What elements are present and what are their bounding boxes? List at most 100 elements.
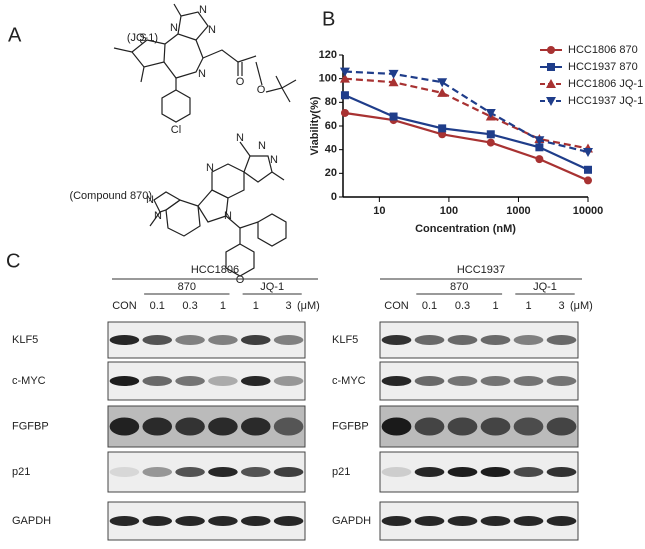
marker	[437, 78, 448, 88]
band	[273, 376, 304, 386]
atom-label: N	[198, 68, 206, 80]
protein-label: FGFBP	[332, 420, 369, 432]
panel-letter: A	[8, 24, 22, 46]
band	[142, 417, 173, 436]
blot-box	[379, 405, 579, 448]
structure-label: (Compound 870)	[69, 190, 152, 202]
band	[447, 516, 478, 526]
lane-label: 1	[492, 300, 498, 312]
band	[273, 467, 304, 477]
structure-jq1: (JQ-1) N N N S N O O Cl	[113, 3, 297, 136]
atom-label: N	[224, 210, 232, 222]
group-label: JQ-1	[260, 281, 284, 293]
marker	[485, 108, 496, 118]
western-blots: HCC1806 870 JQ-1 CON 0.1 0.3 1 1 3 (μM) KLF5 c-MYC F…	[12, 264, 593, 541]
atom-label: O	[257, 84, 266, 96]
band	[480, 376, 511, 386]
protein-label: c-MYC	[332, 375, 366, 387]
band	[109, 417, 140, 436]
atom-label: O	[236, 274, 245, 286]
marker	[535, 143, 544, 152]
band	[142, 467, 173, 477]
marker	[534, 136, 545, 146]
series-line	[344, 111, 589, 182]
band	[109, 335, 140, 345]
panel-letter: C	[6, 250, 20, 272]
unit-label: (μM)	[570, 300, 593, 312]
band	[175, 467, 205, 477]
y-tick-label: 40	[325, 144, 337, 156]
marker	[547, 46, 555, 54]
band	[480, 467, 511, 477]
atom-label: N	[154, 210, 162, 222]
atom-label: Cl	[171, 124, 181, 136]
blot-box	[107, 321, 306, 359]
band	[513, 335, 544, 345]
band	[109, 467, 140, 477]
chart: 0 20 40 60 80 100 120 10 100 1000 10000 Concentrati…	[309, 44, 643, 235]
marker	[546, 97, 556, 106]
band	[447, 417, 478, 436]
band	[175, 516, 205, 526]
atom-label: N	[199, 4, 207, 16]
marker	[486, 130, 495, 139]
band	[414, 335, 445, 345]
series-line	[344, 94, 589, 171]
band	[208, 516, 238, 526]
band	[273, 417, 304, 436]
protein-label: p21	[332, 466, 350, 478]
band	[480, 516, 511, 526]
lane-label: 3	[558, 300, 564, 312]
protein-label: KLF5	[332, 334, 358, 346]
blot-box	[107, 451, 306, 493]
band	[414, 376, 445, 386]
group-label: 870	[450, 281, 468, 293]
atom-label: N	[208, 24, 216, 36]
band	[513, 467, 544, 477]
legend-label: HCC1806 870	[568, 44, 638, 56]
atom-label: O	[236, 76, 245, 88]
structure-870: (Compound 870) N N N N N N N O	[69, 132, 287, 286]
band	[240, 376, 271, 386]
lane-label: 0.3	[455, 300, 470, 312]
band	[414, 417, 445, 436]
cell-line-label: HCC1806	[191, 264, 239, 276]
band	[414, 516, 445, 526]
protein-label: KLF5	[12, 334, 38, 346]
protein-label: p21	[12, 466, 30, 478]
y-tick-label: 100	[319, 73, 337, 85]
band	[447, 376, 478, 386]
band	[175, 335, 205, 345]
lane-label: CON	[112, 300, 137, 312]
band	[381, 376, 412, 386]
x-tick-label: 1000	[506, 205, 530, 217]
atom-label: N	[258, 140, 266, 152]
marker	[583, 148, 593, 158]
atom-label: N	[236, 132, 244, 144]
protein-label: GAPDH	[332, 515, 371, 527]
lane-label: 1	[525, 300, 531, 312]
marker	[438, 124, 447, 133]
band	[513, 376, 544, 386]
unit-label: (μM)	[297, 300, 320, 312]
band	[381, 516, 412, 526]
y-tick-label: 80	[325, 96, 337, 108]
marker	[584, 165, 592, 174]
series-line	[344, 70, 589, 154]
marker	[340, 91, 349, 100]
marker	[389, 112, 398, 121]
band	[546, 467, 577, 477]
band	[142, 516, 173, 526]
atom-label: S	[139, 32, 146, 44]
band	[142, 376, 173, 386]
band	[513, 417, 544, 436]
y-tick-label: 60	[325, 120, 337, 132]
lane-label: CON	[384, 300, 409, 312]
atom-label: N	[170, 22, 178, 34]
lane-label: 1	[253, 300, 259, 312]
band	[175, 376, 205, 386]
band	[381, 467, 412, 477]
band	[546, 376, 577, 386]
marker	[584, 176, 592, 185]
lane-label: 0.1	[150, 300, 165, 312]
